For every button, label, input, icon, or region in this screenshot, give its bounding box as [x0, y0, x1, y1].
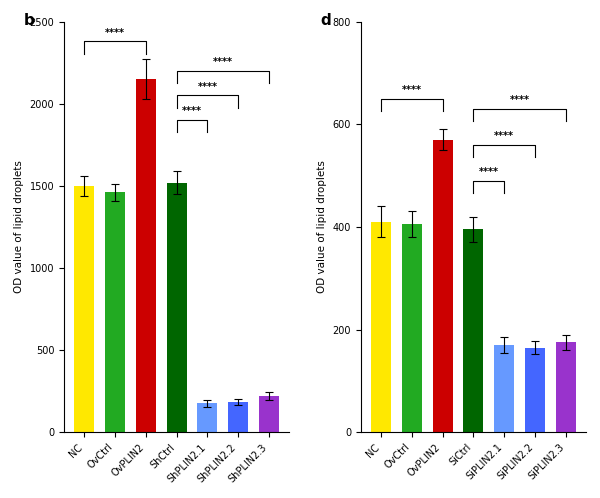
Bar: [74, 186, 94, 432]
Text: ****: ****: [509, 95, 530, 105]
Bar: [228, 402, 248, 432]
Bar: [494, 345, 514, 432]
Bar: [105, 192, 125, 432]
Text: ****: ****: [494, 131, 514, 141]
Bar: [259, 396, 279, 432]
Text: ****: ****: [213, 57, 233, 67]
Text: ****: ****: [182, 107, 202, 117]
Text: ****: ****: [402, 85, 422, 95]
Text: ****: ****: [197, 82, 217, 92]
Text: b: b: [23, 13, 34, 28]
Text: d: d: [320, 13, 331, 28]
Y-axis label: OD value of lipid droplets: OD value of lipid droplets: [317, 160, 327, 293]
Bar: [402, 224, 422, 432]
Bar: [525, 348, 545, 432]
Text: ****: ****: [105, 27, 125, 37]
Bar: [197, 403, 217, 432]
Bar: [371, 222, 391, 432]
Bar: [463, 230, 484, 432]
Text: ****: ****: [479, 167, 499, 177]
Bar: [167, 183, 187, 432]
Bar: [556, 343, 576, 432]
Bar: [136, 79, 156, 432]
Bar: [433, 139, 452, 432]
Y-axis label: OD value of lipid droplets: OD value of lipid droplets: [14, 160, 24, 293]
